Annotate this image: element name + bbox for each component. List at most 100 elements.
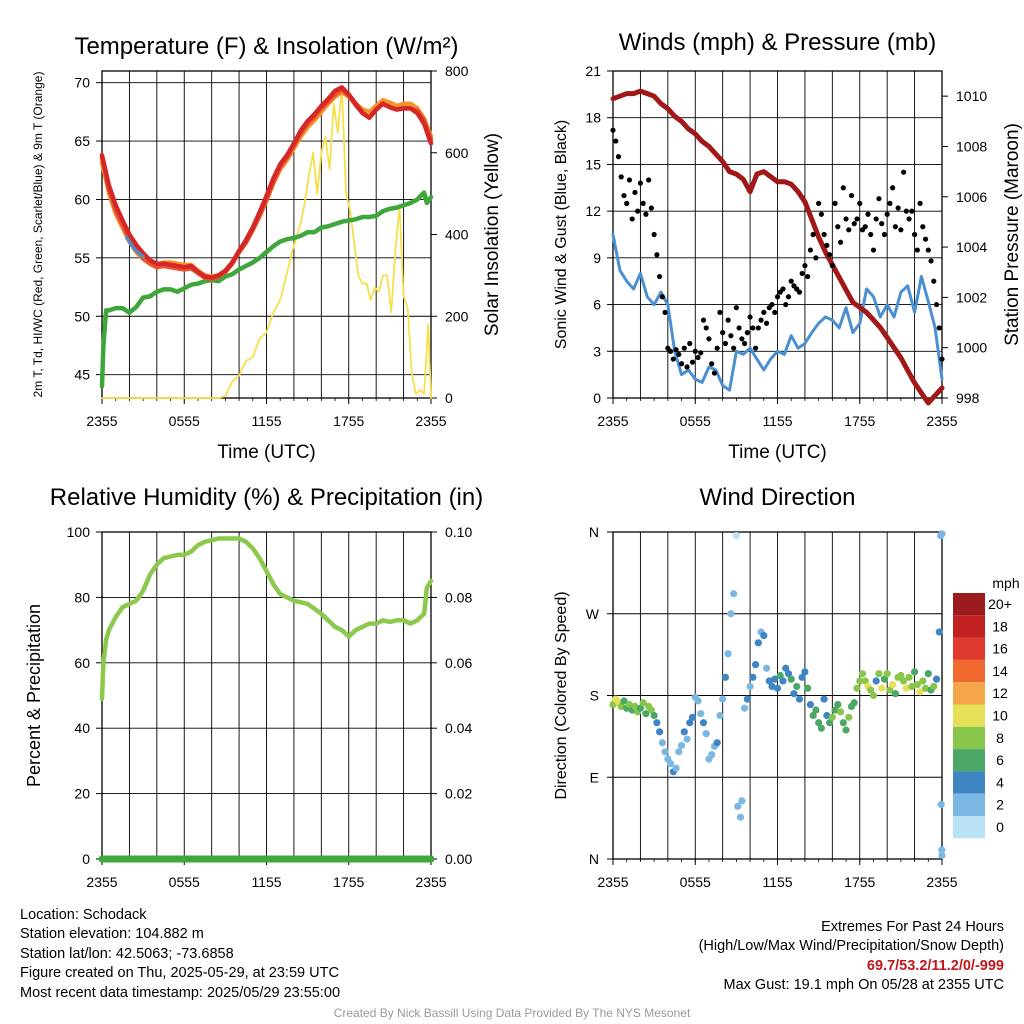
rh-xtick-label: 2355 xyxy=(86,874,117,890)
temp-y2-tick-label: 400 xyxy=(445,227,469,243)
dir-point xyxy=(938,851,946,859)
wind-gust-point xyxy=(654,252,660,258)
wind-gust-point xyxy=(733,305,739,311)
dir-point xyxy=(861,677,869,685)
colorbar-label: 2 xyxy=(996,797,1004,813)
dir-point xyxy=(867,686,875,694)
dir-point xyxy=(839,719,847,727)
rh-xtick-label: 1755 xyxy=(333,874,364,890)
wind-gust-point xyxy=(780,286,786,292)
wind-gust-point xyxy=(643,211,649,217)
dir-point xyxy=(688,713,697,721)
temp-y-tick-label: 45 xyxy=(74,367,90,383)
dir-point xyxy=(699,719,708,727)
wind-y-tick-label: 0 xyxy=(593,390,601,406)
dir-point xyxy=(878,684,886,692)
dir-point xyxy=(853,684,861,692)
temp-series-solar-insolation xyxy=(101,86,432,399)
temp-series-wind-chill-blue- xyxy=(124,236,145,259)
colorbar-swatch xyxy=(953,704,985,727)
wind-gust-point xyxy=(755,325,761,331)
dir-point xyxy=(806,700,815,709)
dir-point xyxy=(930,682,938,691)
dir-point xyxy=(836,708,845,716)
colorbar-label: 20+ xyxy=(988,596,1012,612)
wind-gust-point xyxy=(785,294,792,300)
wind-gust-point xyxy=(906,216,912,222)
wind-gust-point xyxy=(626,177,633,183)
wind-xtick-label: 1755 xyxy=(844,413,875,429)
temp-xtick-label: 2355 xyxy=(86,413,117,429)
rh-y-tick-label: 80 xyxy=(74,589,90,605)
dir-point xyxy=(916,688,924,696)
colorbar-label: 14 xyxy=(992,663,1008,679)
colorbar-label: 4 xyxy=(996,774,1004,790)
colorbar-swatch xyxy=(953,637,985,660)
wind-gust-point xyxy=(657,273,663,280)
wind-gust-point xyxy=(939,356,945,362)
temp-xlabel: Time (UTC) xyxy=(217,442,316,463)
dir-point xyxy=(790,690,798,698)
dir-point xyxy=(762,664,771,672)
wind-gust-point xyxy=(881,231,888,238)
wind-gust-point xyxy=(651,231,657,238)
dir-point xyxy=(880,675,889,683)
wind-gust-point xyxy=(629,216,635,222)
dir-point xyxy=(820,695,828,703)
wind-gust-point xyxy=(848,192,855,199)
dir-point xyxy=(702,730,710,738)
wind-gust-point xyxy=(876,196,882,202)
dir-point xyxy=(754,639,762,647)
temp-series-td xyxy=(99,190,434,389)
extremes-values: 69.7/53.2/11.2/0/-999 xyxy=(866,957,1004,974)
wind-gust-point xyxy=(722,340,729,347)
wind-gust-point xyxy=(673,347,679,353)
dir-point xyxy=(675,748,683,756)
dir-point xyxy=(642,710,650,718)
dir-point xyxy=(932,675,941,683)
dir-point xyxy=(625,700,634,709)
dir-point xyxy=(751,661,760,669)
dir-y-tick-label: S xyxy=(590,688,599,704)
dir-xtick-label: 1155 xyxy=(762,874,792,890)
wind-gust-point xyxy=(922,236,929,242)
dir-point xyxy=(639,699,647,707)
wind-gust-point xyxy=(769,301,775,308)
dir-point xyxy=(653,719,661,727)
rh-y2-tick-label: 0.06 xyxy=(445,655,472,671)
temp-xtick-label: 1155 xyxy=(251,413,281,429)
rh-series-humidity xyxy=(99,536,434,702)
wind-gust-point xyxy=(689,359,696,365)
dir-point xyxy=(784,670,793,678)
wind-gust-point xyxy=(783,301,789,308)
dir-point xyxy=(736,813,745,821)
dir-point xyxy=(719,695,727,703)
credit-line: Created By Nick Bassill Using Data Provi… xyxy=(333,1006,691,1020)
wind-gust-point xyxy=(821,231,827,238)
dir-point xyxy=(683,735,691,743)
rh-y-tick-label: 100 xyxy=(67,524,91,540)
wind-gust-point xyxy=(728,333,734,339)
wind-gust-point xyxy=(829,263,835,269)
dir-point xyxy=(938,846,946,854)
wind-gust-point xyxy=(717,309,723,315)
dir-point xyxy=(743,695,751,703)
dir-point xyxy=(760,631,768,640)
rh-y2-tick-label: 0.08 xyxy=(445,589,472,605)
dir-point xyxy=(793,682,801,691)
dir-point xyxy=(724,650,732,658)
wind-gust-point xyxy=(613,138,619,144)
dir-point xyxy=(823,711,831,720)
temp-title: Temperature (F) & Insolation (W/m²) xyxy=(74,33,458,60)
rh-chart: 2355 0555 1155 1755 2355 Relative Humidity (%… xyxy=(24,484,483,890)
dir-point xyxy=(883,670,891,678)
colorbar-swatch xyxy=(953,749,985,772)
dir-point xyxy=(831,706,839,714)
wind-gust-point xyxy=(678,361,685,367)
figure-created: Figure created on Thu, 2025-05-29, at 23… xyxy=(20,965,339,982)
wind-gust-point xyxy=(772,309,778,315)
temp-y2-tick-label: 800 xyxy=(445,63,469,79)
colorbar-swatch xyxy=(953,593,985,616)
dir-point xyxy=(741,704,749,712)
dir-point xyxy=(801,668,809,676)
